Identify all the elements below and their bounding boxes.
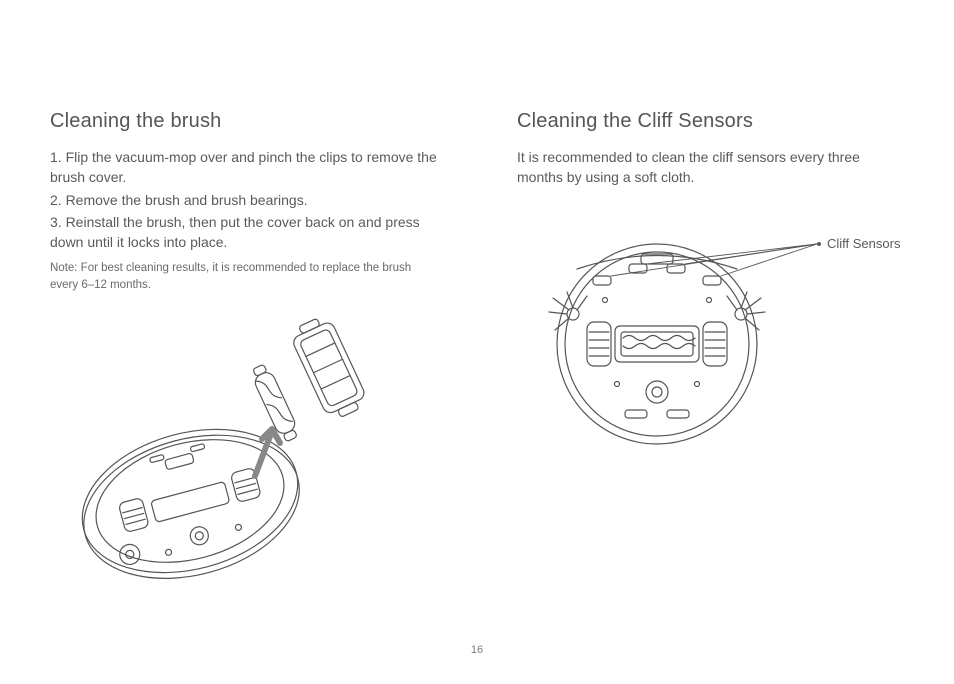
left-column: Cleaning the brush 1. Flip the vacuum-mo… — [50, 110, 477, 644]
heading-cliff-sensors: Cleaning the Cliff Sensors — [517, 110, 904, 133]
callout-dot-icon — [817, 242, 821, 246]
brush-illustration — [60, 311, 437, 591]
right-column: Cleaning the Cliff Sensors It is recomme… — [477, 110, 904, 644]
brush-step-2: 2. Remove the brush and brush bearings. — [50, 190, 437, 210]
cliff-body: It is recommended to clean the cliff sen… — [517, 147, 877, 188]
callout-cliff-sensors: Cliff Sensors — [817, 236, 900, 251]
page-number: 16 — [0, 644, 954, 656]
heading-cleaning-brush: Cleaning the brush — [50, 110, 437, 133]
brush-note: Note: For best cleaning results, it is r… — [50, 260, 430, 292]
brush-step-3: 3. Reinstall the brush, then put the cov… — [50, 212, 437, 253]
brush-step-1: 1. Flip the vacuum-mop over and pinch th… — [50, 147, 437, 188]
cliff-sensor-illustration: Cliff Sensors — [517, 214, 904, 454]
callout-cliff-sensors-text: Cliff Sensors — [827, 236, 900, 251]
